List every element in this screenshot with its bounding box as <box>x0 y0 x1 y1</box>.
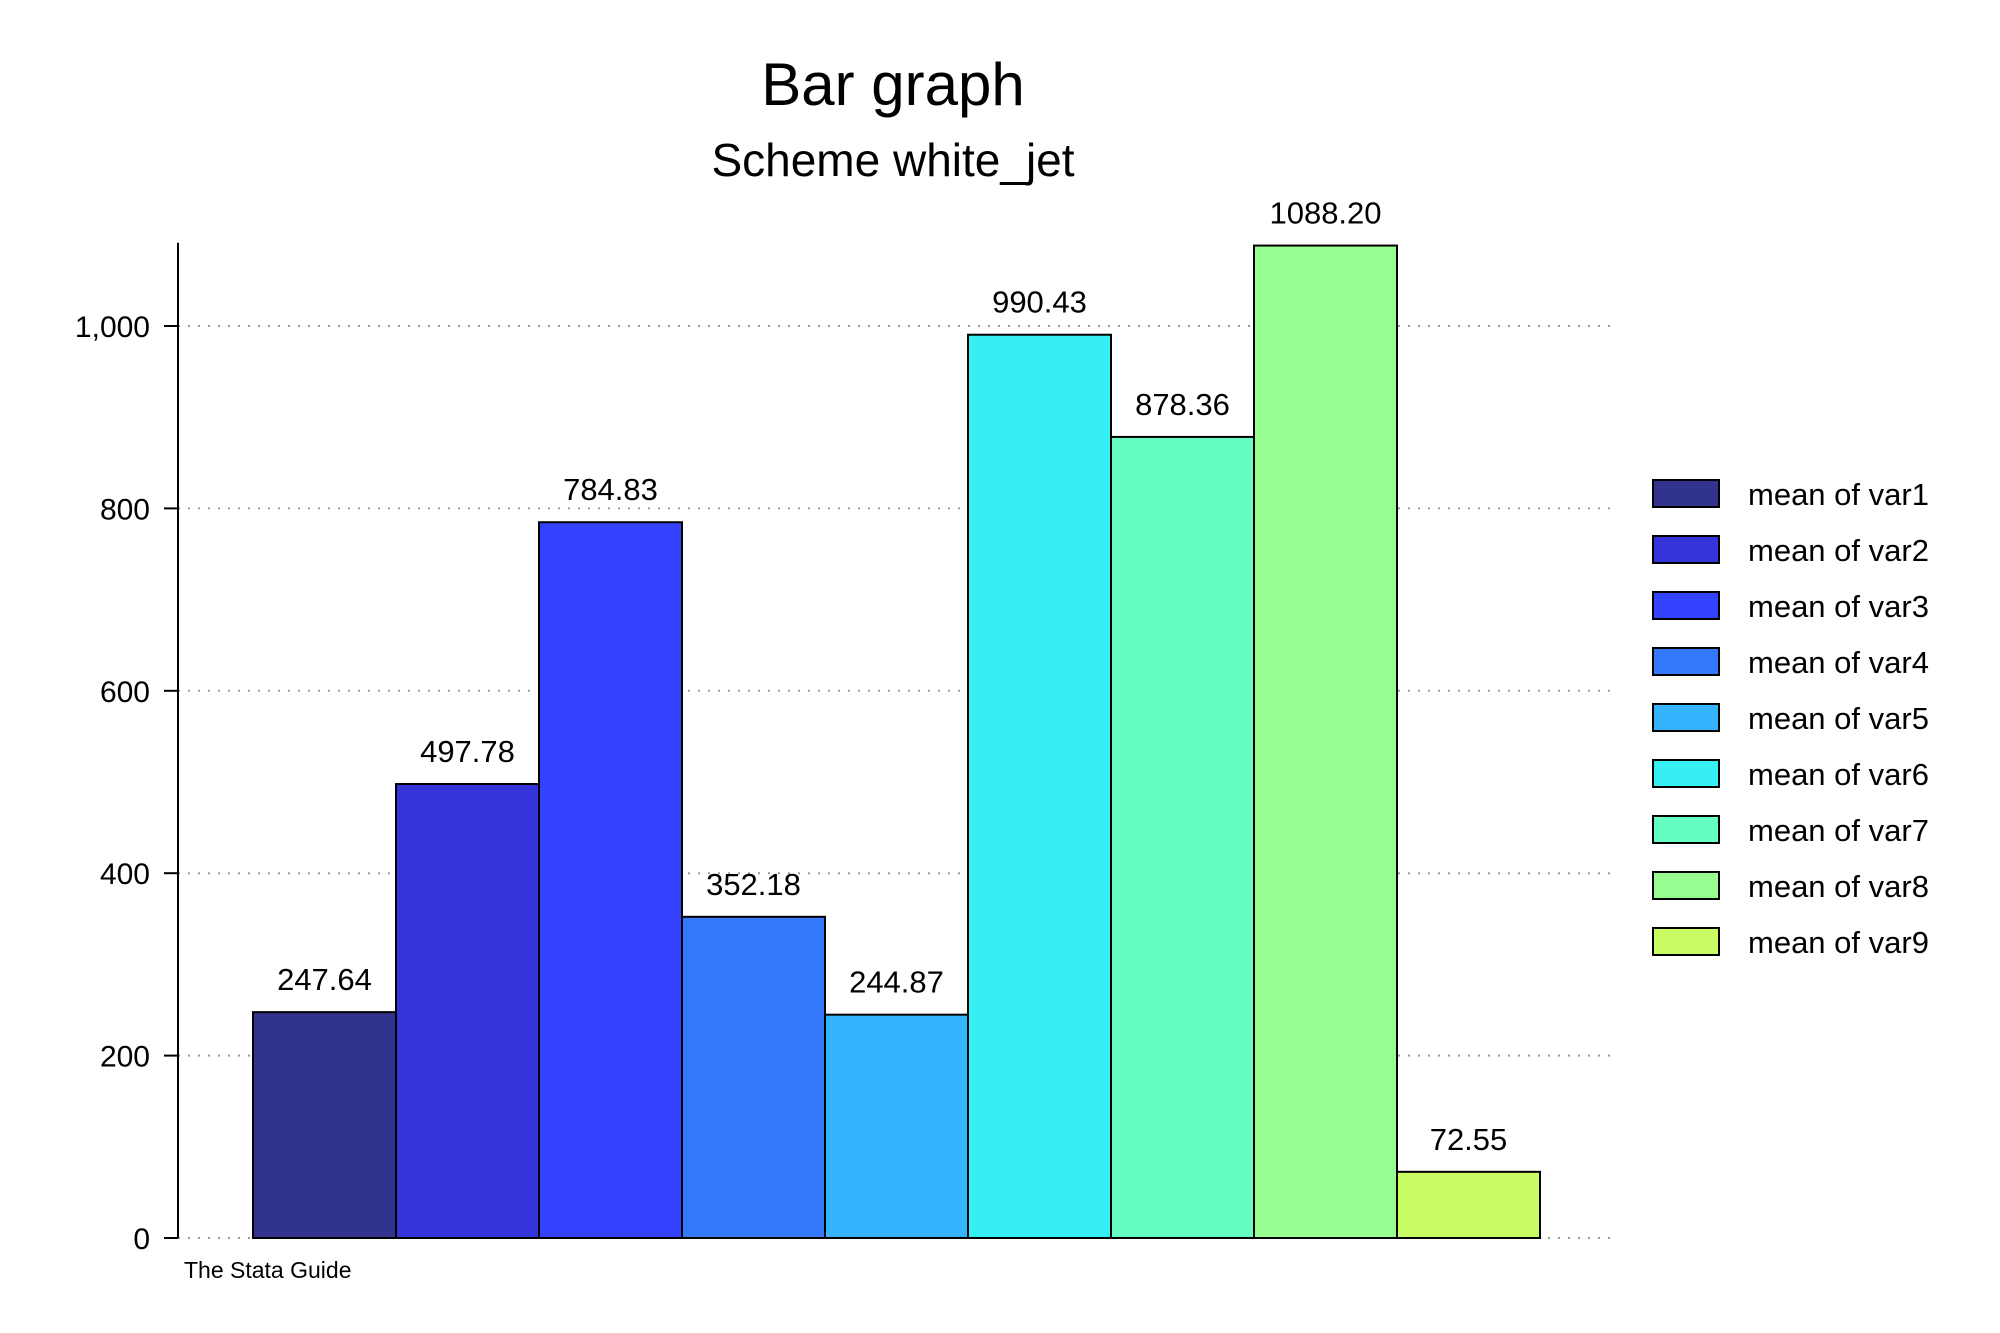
legend-label: mean of var7 <box>1748 813 1929 848</box>
bar <box>967 333 1112 1239</box>
bar <box>1253 244 1398 1240</box>
bar-value-label: 352.18 <box>706 867 801 902</box>
legend-swatch <box>1652 647 1720 676</box>
bar-value-label: 878.36 <box>1135 387 1230 422</box>
legend-swatch <box>1652 815 1720 844</box>
bar <box>1110 435 1255 1239</box>
y-tick-label: 200 <box>100 1041 150 1074</box>
legend-label: mean of var4 <box>1748 645 1929 680</box>
chart-note: The Stata Guide <box>184 1257 352 1283</box>
bar <box>824 1013 969 1240</box>
legend-swatch <box>1652 703 1720 732</box>
bar <box>252 1011 397 1240</box>
legend-swatch <box>1652 871 1720 900</box>
bar-value-label: 784.83 <box>563 472 658 507</box>
bar-value-label: 990.43 <box>992 285 1087 320</box>
legend-label: mean of var2 <box>1748 533 1929 568</box>
y-tick-label: 800 <box>100 493 150 526</box>
legend-swatch <box>1652 759 1720 788</box>
legend-swatch <box>1652 927 1720 956</box>
legend-label: mean of var9 <box>1748 925 1929 960</box>
bar-value-label: 244.87 <box>849 965 944 1000</box>
bar-value-label: 247.64 <box>277 962 372 997</box>
y-tick-label: 1,000 <box>75 311 150 344</box>
legend-label: mean of var5 <box>1748 701 1929 736</box>
bar-value-label: 1088.20 <box>1269 196 1381 231</box>
legend-label: mean of var6 <box>1748 757 1929 792</box>
y-tick-label: 0 <box>133 1223 150 1256</box>
chart-subtitle: Scheme white_jet <box>711 134 1074 186</box>
bar <box>1396 1170 1541 1239</box>
bar <box>538 521 683 1239</box>
legend-swatch <box>1652 591 1720 620</box>
legend: mean of var1 mean of var2 mean of var3 mean… <box>1652 477 1929 960</box>
legend-swatch <box>1652 535 1720 564</box>
y-axis: 0 200 400 600 800 1,000 <box>75 242 179 1256</box>
bar-value-label: 72.55 <box>1430 1122 1508 1157</box>
bar <box>681 915 826 1239</box>
legend-label: mean of var3 <box>1748 589 1929 624</box>
y-tick-label: 400 <box>100 858 150 891</box>
legend-label: mean of var1 <box>1748 477 1929 512</box>
chart-title: Bar graph <box>761 51 1025 118</box>
bar-value-label: 497.78 <box>420 734 515 769</box>
legend-swatch <box>1652 479 1720 508</box>
bars: 247.64 497.78 784.83 352.18 244.87 990.43 878.… <box>252 196 1541 1240</box>
y-tick-label: 600 <box>100 676 150 709</box>
legend-label: mean of var8 <box>1748 869 1929 904</box>
bar <box>395 783 540 1240</box>
